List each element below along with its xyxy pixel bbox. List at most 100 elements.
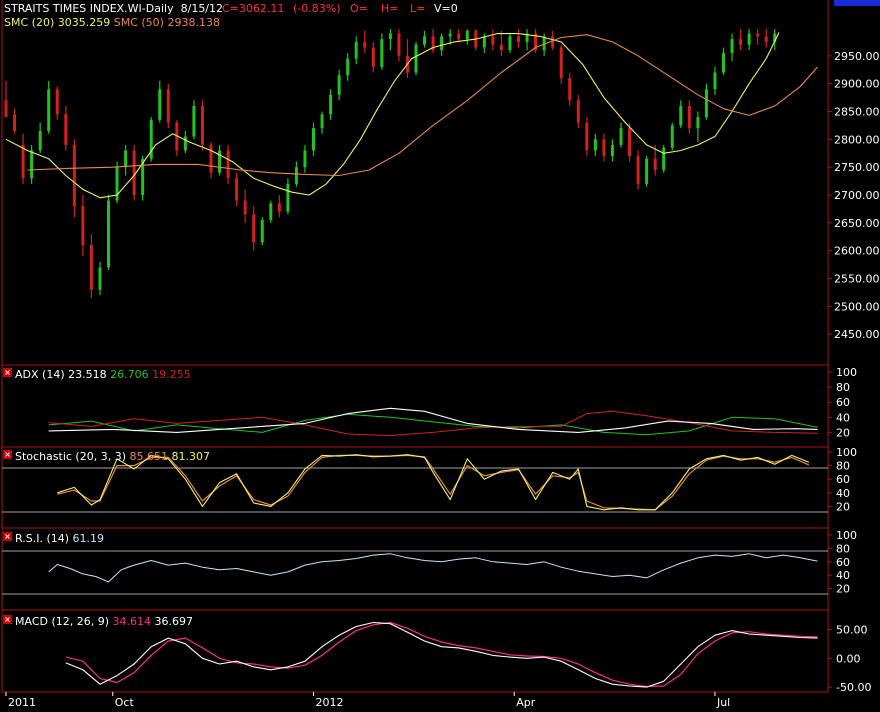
candle-body bbox=[329, 94, 333, 115]
adx-line bbox=[48, 407, 818, 433]
y-tick-label: 50.00 bbox=[836, 623, 868, 636]
chart-title: STRAITS TIMES INDEX.WI-Daily 8/15/12 bbox=[4, 2, 223, 15]
candle-body bbox=[764, 36, 768, 42]
stoch-k-line bbox=[57, 454, 810, 511]
stoch-k-value: 85.651 bbox=[129, 450, 169, 463]
candle-body bbox=[388, 33, 392, 40]
candle-body bbox=[508, 36, 512, 51]
y-tick-label: 2600.00 bbox=[834, 245, 880, 258]
stoch-d-line bbox=[57, 454, 810, 511]
candle-body bbox=[115, 167, 119, 201]
candle-body bbox=[585, 122, 589, 151]
macd-legend: MACD (12, 26, 9) 34.614 36.697 bbox=[15, 615, 193, 628]
stochastic-title: Stochastic (20, 3, 3) bbox=[15, 450, 126, 463]
candle-body bbox=[81, 206, 85, 246]
close-readout: C=3062.11 bbox=[222, 2, 284, 15]
candle-body bbox=[645, 158, 649, 184]
candle-body bbox=[457, 33, 461, 40]
candle-body bbox=[414, 44, 418, 73]
y-tick-label: 2800.00 bbox=[834, 133, 880, 146]
plus-di-line bbox=[48, 413, 818, 436]
candle-body bbox=[525, 33, 529, 42]
candle-body bbox=[166, 89, 170, 123]
candle-body bbox=[175, 122, 179, 151]
volume-value: V=0 bbox=[434, 2, 458, 15]
y-tick-label: 2850.00 bbox=[834, 106, 880, 119]
candle-body bbox=[243, 200, 247, 215]
y-tick-label: 40 bbox=[836, 411, 850, 424]
y-tick-label: 100 bbox=[836, 366, 857, 379]
candle-body bbox=[517, 36, 520, 42]
y-tick-label: 0.00 bbox=[836, 652, 861, 665]
close-pane-stochastic-icon[interactable]: × bbox=[3, 450, 12, 459]
candle-body bbox=[482, 36, 486, 48]
signal-line bbox=[65, 621, 818, 688]
candle-body bbox=[534, 33, 538, 51]
open-readout: O= bbox=[350, 2, 368, 15]
candle-body bbox=[440, 36, 444, 51]
close-pane-adx-icon[interactable]: × bbox=[3, 368, 12, 377]
candle-body bbox=[397, 33, 401, 56]
candle-body bbox=[55, 89, 59, 115]
candle-body bbox=[158, 89, 162, 120]
minus-di-value: 19.255 bbox=[152, 368, 191, 381]
candle-body bbox=[320, 114, 324, 129]
candle-body bbox=[568, 78, 572, 101]
sma50-name: SMC (50) bbox=[113, 16, 164, 29]
candle-body bbox=[13, 114, 17, 131]
candle-body bbox=[183, 136, 187, 151]
candle-body bbox=[593, 139, 597, 151]
candle-body bbox=[89, 245, 93, 290]
candle-body bbox=[294, 167, 298, 184]
y-tick-label: 20 bbox=[836, 583, 850, 596]
x-tick-label: Apr bbox=[516, 696, 536, 709]
candle-body bbox=[679, 105, 683, 126]
x-tick-label: 2012 bbox=[316, 696, 344, 709]
close-pane-rsi-icon[interactable]: × bbox=[3, 532, 12, 541]
candle-body bbox=[252, 214, 256, 243]
candle-body bbox=[149, 119, 153, 159]
candle-body bbox=[380, 39, 384, 67]
close-pane-macd-icon[interactable]: × bbox=[3, 615, 12, 624]
candle-body bbox=[576, 100, 580, 123]
rsi-legend: R.S.I. (14) 61.19 bbox=[15, 532, 104, 545]
y-tick-label: 60 bbox=[836, 556, 850, 569]
status-badge bbox=[834, 0, 880, 6]
candle-body bbox=[756, 33, 760, 37]
candle-body bbox=[226, 150, 230, 179]
candle-body bbox=[542, 36, 546, 51]
candle-body bbox=[662, 147, 666, 170]
candle-body bbox=[64, 114, 68, 145]
candle-body bbox=[602, 139, 606, 157]
candle-body bbox=[722, 53, 725, 73]
low-value: L= bbox=[410, 2, 426, 15]
high-value: H= bbox=[381, 2, 399, 15]
sma50-value: 2938.138 bbox=[167, 16, 220, 29]
macd-value: 34.614 bbox=[112, 615, 152, 628]
x-tick-label: Oct bbox=[115, 696, 135, 709]
y-tick-label: 100 bbox=[836, 446, 857, 459]
candle-body bbox=[269, 203, 273, 221]
candle-body bbox=[192, 105, 196, 137]
candle-body bbox=[98, 267, 102, 290]
y-tick-label: 100 bbox=[836, 529, 857, 542]
candle-body bbox=[124, 150, 128, 168]
candle-body bbox=[730, 39, 734, 54]
price-pane bbox=[4, 29, 818, 298]
change-value: (-0.83%) bbox=[293, 2, 341, 15]
period-label: -Daily bbox=[141, 2, 174, 15]
plus-di-value: 26.706 bbox=[110, 368, 149, 381]
stochastic-pane bbox=[57, 454, 810, 511]
candle-body bbox=[72, 144, 76, 207]
axes-layer: 2950.00 2900.00 2850.00 2800.00 2750.00 2700.… bbox=[5, 50, 880, 709]
candle-body bbox=[559, 47, 563, 79]
candle-body bbox=[303, 150, 307, 168]
stoch-d-value: 81.307 bbox=[171, 450, 211, 463]
candle-body bbox=[371, 47, 375, 67]
x-tick-label: 2011 bbox=[8, 696, 36, 709]
y-tick-label: 2550.00 bbox=[834, 273, 880, 286]
adx-pane bbox=[48, 407, 818, 436]
candle-body bbox=[670, 125, 674, 148]
candle-body bbox=[636, 156, 640, 184]
candle-body bbox=[235, 178, 239, 201]
